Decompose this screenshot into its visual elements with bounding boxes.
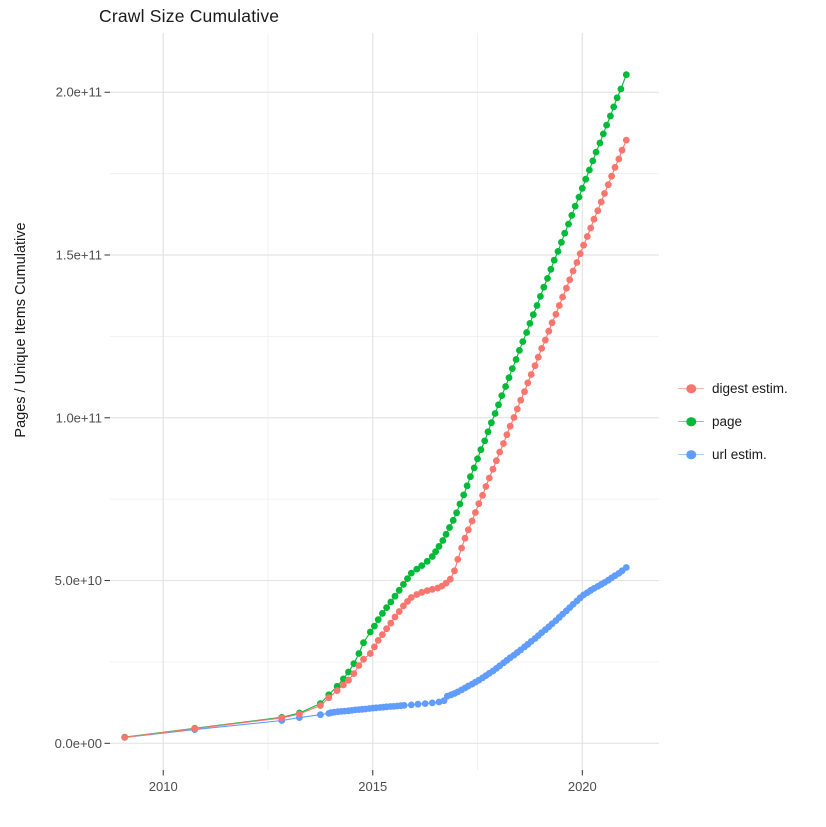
axis-ticks [104,91,583,776]
legend-label: page [712,414,743,429]
legend-key-digest-estim-icon [678,382,704,396]
x-axis-tick-labels: 2010 2015 2020 [149,779,597,794]
page-title: Crawl Size Cumulative [99,6,280,26]
x-tick-label: 2010 [149,779,178,794]
legend-label: url estim. [712,447,767,462]
legend-item-url-estim: url estim. [678,443,826,466]
series-line-page [124,74,627,738]
series-points-url-estim [121,564,630,741]
series-points-digest-estim [121,136,630,741]
legend-label: digest estim. [712,381,788,396]
series-page [121,71,630,741]
series-digest-estim [121,136,630,741]
legend-item-page: page [678,410,826,433]
series-line-url-estim [124,567,627,738]
y-tick-label: 5.0e+10 [55,573,102,588]
legend: digest estim. page url estim. [678,377,826,466]
y-axis-tick-labels: 0.0e+00 5.0e+10 1.0e+11 1.5e+11 2.0e+11 [55,85,102,751]
y-tick-label: 1.0e+11 [56,410,102,425]
legend-key-page-icon [678,415,704,429]
y-tick-label: 1.5e+11 [56,248,102,263]
series-points-page [121,71,630,741]
x-tick-label: 2020 [568,779,597,794]
legend-key-url-estim-icon [678,448,704,462]
y-tick-label: 2.0e+11 [56,85,102,100]
legend-item-digest-estim: digest estim. [678,377,826,400]
gridlines-minor [110,33,659,770]
x-tick-label: 2015 [358,779,387,794]
y-tick-label: 0.0e+00 [55,736,102,751]
gridlines-major [110,33,659,770]
series-url-estim [121,564,630,741]
